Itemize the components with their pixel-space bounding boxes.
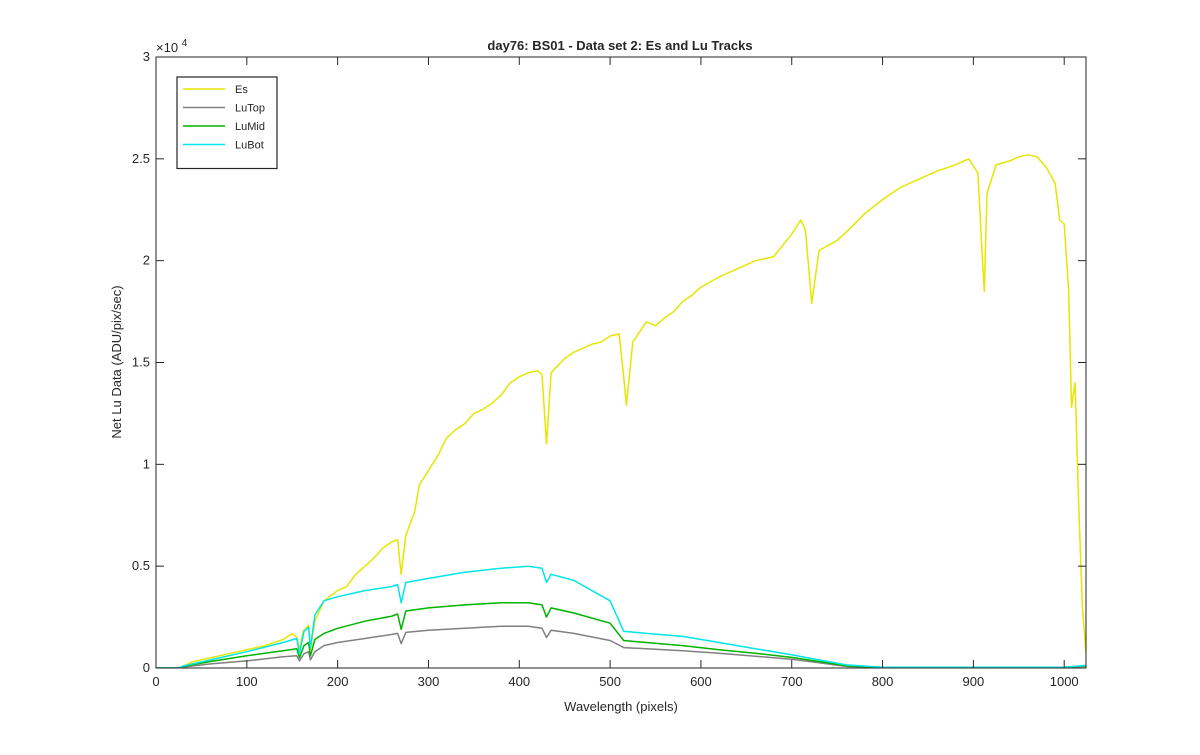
y-tick-label: 1 — [143, 456, 150, 471]
legend-box — [176, 76, 278, 170]
legend-label-es: Es — [235, 84, 248, 96]
x-tick-label: 1000 — [1050, 674, 1079, 689]
x-tick-label: 0 — [152, 674, 159, 689]
legend-label-lubot: LuBot — [235, 140, 264, 152]
y-axis-exponent: ×10 4 — [156, 38, 188, 55]
series-line-lutop — [156, 625, 1086, 668]
chart-title: day76: BS01 - Data set 2: Es and Lu Trac… — [487, 38, 752, 53]
y-tick-label: 1.5 — [132, 355, 150, 370]
y-axis-exponent-power: 4 — [182, 38, 188, 49]
series-line-es — [156, 154, 1086, 668]
x-axis-label: Wavelength (pixels) — [564, 699, 678, 714]
y-axis-exponent-base: ×10 — [156, 40, 178, 55]
series-line-lubot — [156, 565, 1086, 668]
x-tick-label: 900 — [963, 674, 985, 689]
y-axis-label: Net Lu Data (ADU/pix/sec) — [109, 285, 124, 438]
y-tick-label: 2 — [143, 253, 150, 268]
y-tick-label: 3 — [143, 49, 150, 64]
axes: 0 100 200 300 400 500 600 700 800 900 1000 0 0.5 1 1.5… — [132, 49, 1087, 689]
plot-area — [156, 154, 1086, 668]
x-tick-label: 800 — [872, 674, 894, 689]
x-tick-label: 200 — [327, 674, 349, 689]
axes-box — [155, 56, 1087, 669]
legend: Es LuTop LuMid LuBot — [176, 76, 278, 170]
x-tick-label: 600 — [690, 674, 712, 689]
x-tick-label: 400 — [508, 674, 530, 689]
x-tick-label: 500 — [599, 674, 621, 689]
legend-label-lutop: LuTop — [235, 103, 265, 115]
x-tick-label: 700 — [781, 674, 803, 689]
y-tick-label: 0.5 — [132, 558, 150, 573]
x-tick-label: 300 — [418, 674, 440, 689]
y-tick-label: 2.5 — [132, 151, 150, 166]
y-tick-label: 0 — [143, 660, 150, 675]
x-tick-label: 100 — [236, 674, 258, 689]
series-line-lumid — [156, 602, 1086, 668]
series-lines — [156, 154, 1086, 668]
legend-label-lumid: LuMid — [235, 121, 265, 133]
